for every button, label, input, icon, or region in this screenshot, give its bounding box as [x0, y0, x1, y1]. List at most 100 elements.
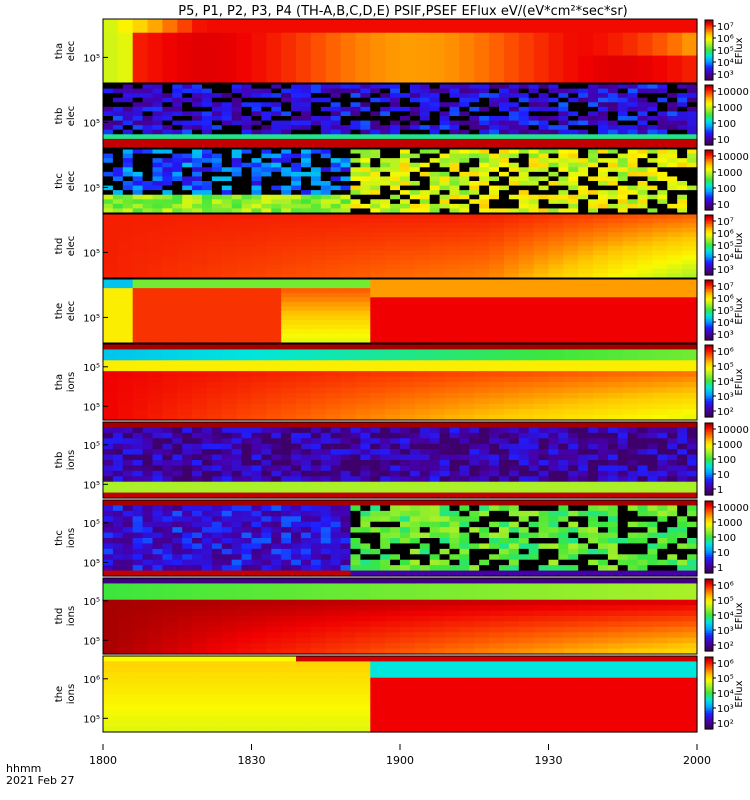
heatmap-cell: [370, 414, 386, 421]
heatmap-cell: [177, 236, 193, 243]
heatmap-cell: [429, 37, 446, 43]
heatmap-cell: [533, 371, 550, 378]
heatmap-cell: [419, 158, 431, 164]
heatmap-cell: [578, 37, 594, 43]
heatmap-cell: [281, 288, 297, 294]
heatmap-cell: [429, 376, 446, 383]
heatmap-cell: [474, 398, 490, 405]
heatmap-cell: [350, 153, 361, 159]
heatmap-cell: [206, 329, 223, 335]
heatmap-cell: [558, 203, 569, 210]
heatmap-cell: [360, 487, 371, 494]
heatmap-cell: [103, 185, 114, 191]
heatmap-cell: [652, 259, 668, 265]
colorbar-swatch: [705, 310, 713, 313]
heatmap-cell: [301, 134, 312, 140]
heatmap-cell: [385, 315, 401, 321]
heatmap-cell: [489, 481, 500, 488]
heatmap-cell: [607, 223, 624, 229]
heatmap-cell: [325, 214, 342, 220]
heatmap-cell: [132, 315, 149, 321]
heatmap-cell: [479, 143, 490, 149]
heatmap-cell: [172, 181, 183, 187]
heatmap-cell: [370, 37, 386, 43]
heatmap-cell: [439, 481, 451, 488]
heatmap-cell: [588, 111, 599, 117]
heatmap-cell: [607, 259, 624, 265]
heatmap-cell: [251, 194, 262, 200]
heatmap-cell: [489, 93, 500, 99]
heatmap-cell: [627, 129, 639, 135]
colorbar-swatch: [705, 377, 713, 380]
heatmap-cell: [281, 69, 297, 75]
heatmap-cell: [132, 398, 149, 405]
heatmap-cell: [687, 185, 698, 191]
heatmap-cell: [162, 315, 178, 321]
heatmap-cell: [400, 138, 411, 145]
heatmap-cell: [667, 194, 678, 200]
heatmap-cell: [172, 134, 183, 140]
heatmap-cell: [380, 422, 391, 429]
heatmap-cell: [593, 214, 609, 220]
colorbar-tick-label: 10⁶: [717, 347, 734, 358]
heatmap-cell: [459, 23, 475, 29]
heatmap-cell: [261, 208, 272, 214]
heatmap-cell: [231, 162, 243, 168]
heatmap-cell: [593, 19, 609, 25]
heatmap-cell: [652, 292, 668, 298]
heatmap-cell: [291, 120, 302, 126]
heatmap-cell: [211, 120, 223, 126]
heatmap-cell: [474, 259, 490, 265]
heatmap-cell: [310, 273, 327, 279]
heatmap-cell: [291, 153, 302, 159]
heatmap-cell: [142, 487, 154, 494]
heatmap-cell: [667, 214, 683, 220]
heatmap-cell: [192, 338, 208, 344]
heatmap-cell: [429, 454, 441, 461]
heatmap-cell: [132, 171, 144, 178]
heatmap-cell: [677, 116, 688, 122]
heatmap-cell: [301, 185, 312, 191]
heatmap-cell: [637, 349, 654, 356]
heatmap-cell: [578, 185, 589, 191]
heatmap-cell: [439, 125, 451, 131]
heatmap-cell: [172, 422, 183, 429]
heatmap-cell: [152, 149, 163, 155]
heatmap-cell: [489, 288, 505, 294]
colorbar-swatch: [705, 68, 713, 71]
heatmap-cell: [221, 324, 238, 330]
heatmap-cell: [221, 73, 238, 80]
heatmap-cell: [261, 454, 272, 461]
heatmap-cell: [266, 333, 282, 340]
heatmap-cell: [518, 320, 535, 326]
heatmap-cell: [301, 443, 312, 450]
heatmap-cell: [103, 111, 114, 117]
heatmap-cell: [439, 120, 451, 126]
heatmap-cell: [503, 28, 520, 34]
heatmap-cell: [370, 438, 381, 445]
heatmap-cell: [330, 158, 342, 164]
heatmap-cell: [385, 60, 401, 66]
heatmap-cell: [241, 487, 253, 494]
heatmap-cell: [221, 427, 233, 434]
heatmap-cell: [578, 97, 589, 103]
heatmap-cell: [162, 414, 178, 421]
heatmap-cell: [192, 454, 203, 461]
colorbar-swatch: [705, 308, 713, 311]
heatmap-cell: [380, 203, 391, 210]
heatmap-cell: [593, 376, 609, 383]
heatmap-cell: [390, 134, 401, 140]
heatmap-cell: [444, 268, 460, 275]
heatmap-cell: [459, 116, 470, 122]
heatmap-cell: [682, 51, 698, 57]
heatmap-cell: [459, 171, 470, 178]
heatmap-cell: [459, 199, 470, 205]
heatmap-cell: [499, 181, 510, 187]
colorbar-swatch: [705, 373, 713, 377]
heatmap-cell: [211, 427, 223, 434]
heatmap-cell: [266, 241, 282, 247]
heatmap-cell: [103, 236, 119, 243]
heatmap-cell: [147, 273, 163, 279]
heatmap-cell: [112, 208, 124, 214]
